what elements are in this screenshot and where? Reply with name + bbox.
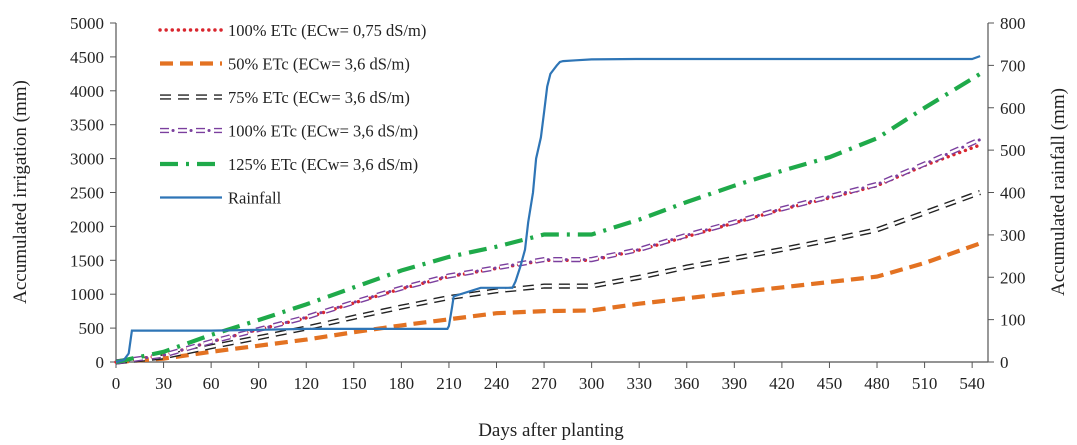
left-y-tick-label: 3500: [70, 116, 104, 135]
x-tick-label: 420: [769, 374, 795, 393]
left-y-tick-label: 5000: [70, 14, 104, 33]
series-2-line: [115, 241, 981, 365]
right-y-tick-label: 0: [1000, 353, 1009, 372]
x-tick-label: 450: [817, 374, 843, 393]
left-y-tick-label: 500: [79, 319, 105, 338]
x-tick-label: 240: [484, 374, 510, 393]
left-y-tick-label: 1500: [70, 251, 104, 270]
x-tick-label: 90: [250, 374, 267, 393]
x-tick-label: 270: [531, 374, 557, 393]
x-tick-label: 150: [341, 374, 367, 393]
x-tick-label: 0: [112, 374, 121, 393]
legend-label: 125% ETc (ECw= 3,6 dS/m): [228, 155, 418, 174]
x-tick-label: 360: [674, 374, 700, 393]
left-y-tick-label: 1000: [70, 285, 104, 304]
legend-item: 50% ETc (ECw= 3,6 dS/m): [160, 55, 410, 74]
left-y-tick-label: 3000: [70, 150, 104, 169]
legend-item: Rainfall: [160, 189, 282, 208]
x-tick-label: 210: [436, 374, 462, 393]
right-y-tick-label: 100: [1000, 311, 1026, 330]
left-y-tick-label: 4000: [70, 82, 104, 101]
x-tick-label: 330: [626, 374, 652, 393]
x-tick-label: 510: [912, 374, 938, 393]
series-5-line: [115, 72, 982, 365]
legend-item: 100% ETc (ECw= 3,6 dS/m): [158, 122, 418, 141]
series-3-line-inner: [115, 191, 981, 364]
legend-label: 100% ETc (ECw= 3,6 dS/m): [228, 122, 418, 141]
series-layer: [114, 55, 982, 365]
x-tick-label: 540: [959, 374, 985, 393]
x-tick-label: 180: [389, 374, 415, 393]
right-y-tick-label: 500: [1000, 141, 1026, 160]
left-y-tick-label: 4500: [70, 48, 104, 67]
x-tick-label: 120: [294, 374, 320, 393]
left-y-tick-label: 0: [96, 353, 105, 372]
left-y-tick-label: 2000: [70, 217, 104, 236]
left-y-axis-title: Accumulated irrigation (mm): [10, 80, 31, 304]
x-tick-label: 30: [155, 374, 172, 393]
right-y-tick-label: 800: [1000, 14, 1026, 33]
right-y-tick-label: 200: [1000, 268, 1026, 287]
legend-label: Rainfall: [228, 189, 282, 208]
right-y-axis-title: Accumulated rainfall (mm): [1048, 88, 1069, 296]
x-tick-label: 60: [203, 374, 220, 393]
x-axis-title: Days after planting: [478, 420, 624, 441]
legend-item: 75% ETc (ECw= 3,6 dS/m): [160, 88, 410, 107]
axes-layer: 0 30 60 90 120 150 180 210 240 270 300 330 360 390 420…: [70, 14, 1026, 393]
series-4-line-dots: [114, 138, 982, 364]
legend: 100% ETc (ECw= 0,75 dS/m) 50% ETc (ECw= 3…: [158, 21, 426, 208]
x-tick-label: 390: [722, 374, 748, 393]
legend-item: 100% ETc (ECw= 0,75 dS/m): [158, 21, 426, 40]
right-y-tick-label: 400: [1000, 184, 1026, 203]
x-tick-label: 480: [864, 374, 890, 393]
right-y-tick-label: 700: [1000, 56, 1026, 75]
series-6-line: [115, 55, 981, 364]
legend-label: 50% ETc (ECw= 3,6 dS/m): [228, 55, 410, 74]
legend-label: 75% ETc (ECw= 3,6 dS/m): [228, 88, 410, 107]
legend-label: 100% ETc (ECw= 0,75 dS/m): [228, 21, 426, 40]
right-y-tick-label: 300: [1000, 226, 1026, 245]
x-tick-label: 300: [579, 374, 605, 393]
right-y-tick-label: 600: [1000, 99, 1026, 118]
left-y-tick-label: 2500: [70, 184, 104, 203]
legend-item: 125% ETc (ECw= 3,6 dS/m): [160, 155, 418, 174]
